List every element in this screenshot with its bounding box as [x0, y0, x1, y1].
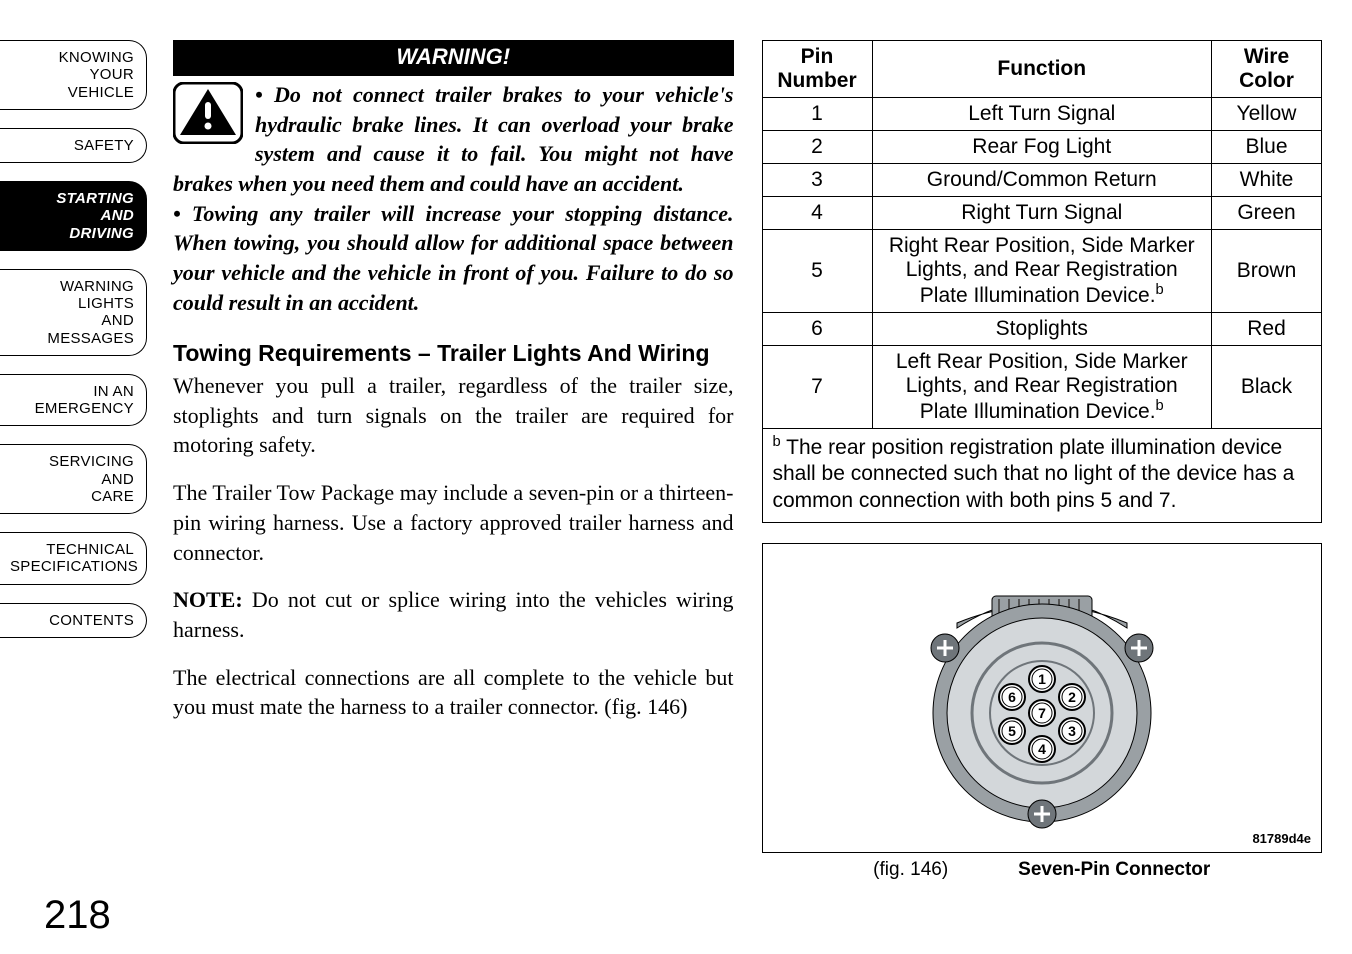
figure-id: 81789d4e: [1252, 831, 1311, 846]
table-cell: 1: [762, 98, 872, 131]
left-column: WARNING! • Do not connect trailer brakes…: [173, 40, 734, 944]
table-cell: Left Rear Position, Side Marker Lights, …: [872, 346, 1212, 429]
main-content: WARNING! • Do not connect trailer brakes…: [155, 0, 1352, 954]
sidebar-tab[interactable]: SAFETY: [0, 128, 147, 163]
sidebar-tab[interactable]: STARTINGANDDRIVING: [0, 181, 147, 251]
figure-title: Seven-Pin Connector: [1018, 859, 1210, 881]
table-cell: Ground/Common Return: [872, 164, 1212, 197]
sidebar: KNOWINGYOURVEHICLE SAFETY STARTINGANDDRIVI…: [0, 0, 155, 954]
table-cell: 2: [762, 131, 872, 164]
note-paragraph: NOTE: Do not cut or splice wiring into t…: [173, 585, 734, 644]
sidebar-tab[interactable]: CONTENTS: [0, 603, 147, 638]
warning-body: • Do not connect trailer brakes to your …: [173, 80, 734, 318]
table-row: 6StoplightsRed: [762, 313, 1322, 346]
table-cell: Green: [1212, 197, 1322, 230]
table-cell: 5: [762, 230, 872, 313]
right-column: Pin Number Function Wire Color 1Left Tur…: [762, 40, 1323, 944]
table-header: Function: [872, 41, 1212, 98]
svg-text:1: 1: [1038, 671, 1046, 687]
table-row: 5Right Rear Position, Side Marker Lights…: [762, 230, 1322, 313]
footnote-text: The rear position registration plate ill…: [773, 436, 1295, 512]
table-header: Pin Number: [762, 41, 872, 98]
svg-text:4: 4: [1038, 741, 1046, 757]
table-cell: Right Rear Position, Side Marker Lights,…: [872, 230, 1212, 313]
table-cell: 7: [762, 346, 872, 429]
figure-ref: (fig. 146): [873, 859, 948, 881]
figure-box: 1 2 3 4 5 6 7 81789d4e: [762, 543, 1323, 853]
sidebar-tab[interactable]: IN ANEMERGENCY: [0, 374, 147, 427]
table-row: 3Ground/Common ReturnWhite: [762, 164, 1322, 197]
table-cell: Blue: [1212, 131, 1322, 164]
table-row: 7Left Rear Position, Side Marker Lights,…: [762, 346, 1322, 429]
sidebar-tab[interactable]: KNOWINGYOURVEHICLE: [0, 40, 147, 110]
svg-text:3: 3: [1068, 723, 1076, 739]
footnote-marker: b: [773, 434, 781, 450]
svg-text:6: 6: [1008, 689, 1016, 705]
table-cell: Stoplights: [872, 313, 1212, 346]
table-row: 1Left Turn SignalYellow: [762, 98, 1322, 131]
table-cell: 3: [762, 164, 872, 197]
svg-text:5: 5: [1008, 723, 1016, 739]
sidebar-tab[interactable]: SERVICINGANDCARE: [0, 444, 147, 514]
sidebar-tab[interactable]: WARNINGLIGHTSANDMESSAGES: [0, 269, 147, 356]
warning-icon: [173, 82, 243, 144]
pin-table: Pin Number Function Wire Color 1Left Tur…: [762, 40, 1323, 429]
table-header: Wire Color: [1212, 41, 1322, 98]
figure-caption: (fig. 146) Seven-Pin Connector: [762, 859, 1323, 881]
table-cell: Red: [1212, 313, 1322, 346]
table-footnote: b The rear position registration plate i…: [762, 429, 1323, 523]
table-cell: 6: [762, 313, 872, 346]
note-text: Do not cut or splice wiring into the veh…: [173, 587, 734, 642]
table-cell: 4: [762, 197, 872, 230]
connector-diagram: 1 2 3 4 5 6 7: [862, 563, 1222, 833]
table-row: 4Right Turn SignalGreen: [762, 197, 1322, 230]
table-cell: Rear Fog Light: [872, 131, 1212, 164]
table-cell: Right Turn Signal: [872, 197, 1212, 230]
table-cell: Yellow: [1212, 98, 1322, 131]
warning-header: WARNING!: [173, 40, 734, 76]
table-cell: Black: [1212, 346, 1322, 429]
paragraph: The electrical connections are all compl…: [173, 663, 734, 722]
sidebar-tab[interactable]: TECHNICALSPECIFICATIONS: [0, 532, 147, 585]
svg-text:2: 2: [1068, 689, 1076, 705]
table-cell: Brown: [1212, 230, 1322, 313]
paragraph: The Trailer Tow Package may include a se…: [173, 478, 734, 567]
table-cell: Left Turn Signal: [872, 98, 1212, 131]
paragraph: Whenever you pull a trailer, regardless …: [173, 371, 734, 460]
page-number: 218: [44, 893, 111, 938]
table-cell: White: [1212, 164, 1322, 197]
note-label: NOTE:: [173, 587, 243, 612]
table-row: 2Rear Fog LightBlue: [762, 131, 1322, 164]
svg-text:7: 7: [1038, 705, 1046, 721]
section-heading: Towing Requirements – Trailer Lights And…: [173, 340, 734, 368]
